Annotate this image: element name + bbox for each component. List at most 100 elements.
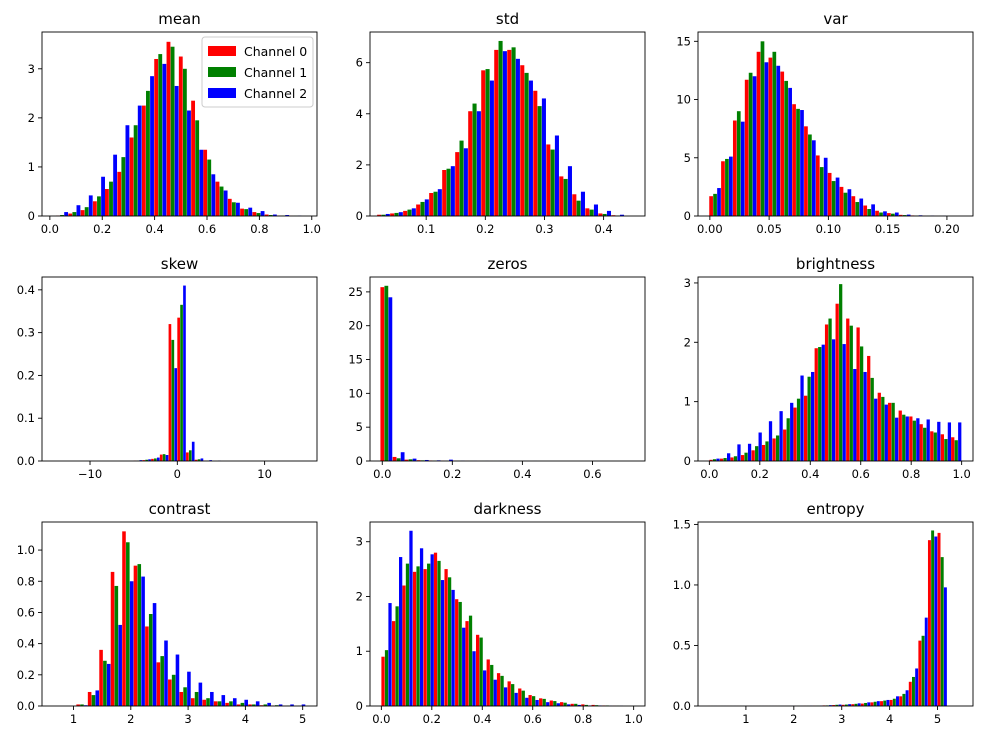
bar-entropy-ch1-bin24 (940, 557, 944, 706)
bar-std-ch0-bin4 (429, 193, 434, 216)
bar-darkness-ch2-bin18 (577, 704, 581, 706)
bar-brightness-ch0-bin9 (804, 395, 808, 461)
bar-brightness-ch2-bin22 (947, 422, 952, 461)
x-tick-label: 3 (184, 712, 191, 726)
y-tick-label: 0.3 (17, 326, 35, 340)
bar-brightness-ch2-bin3 (747, 443, 752, 461)
bar-brightness-ch0-bin17 (888, 402, 892, 461)
y-tick-label: 1.5 (673, 517, 691, 531)
bar-darkness-ch2-bin11 (503, 687, 508, 706)
bar-skew-ch1-bin3 (162, 454, 166, 461)
bar-mean-ch1-bin3 (97, 196, 101, 216)
bar-zeros-ch0-bin2 (404, 459, 409, 461)
bar-entropy-ch0-bin16 (860, 703, 864, 706)
bar-contrast-ch0-bin4 (110, 571, 115, 706)
x-tick-label: 0.6 (524, 712, 542, 726)
bar-brightness-ch1-bin13 (849, 325, 853, 461)
bar-var-ch2-bin6 (788, 87, 792, 217)
bar-contrast-ch1-bin10 (183, 687, 187, 706)
bar-brightness-ch2-bin19 (916, 418, 920, 461)
bar-darkness-ch1-bin4 (427, 563, 431, 706)
bar-brightness-ch1-bin4 (755, 446, 759, 461)
bar-brightness-ch2-bin7 (790, 402, 794, 461)
bar-skew-ch2-bin1 (148, 459, 151, 461)
bar-darkness-ch0-bin18 (570, 703, 574, 706)
bar-mean-ch0-bin11 (191, 100, 196, 216)
y-tick-label: 4 (356, 107, 363, 121)
bar-entropy-ch2-bin15 (857, 703, 861, 706)
x-tick-label: 0.0 (41, 222, 59, 236)
bar-var-ch2-bin11 (847, 189, 852, 216)
bar-contrast-ch0-bin11 (190, 698, 195, 706)
bar-std-ch2-bin2 (411, 208, 416, 216)
y-tick-label: 0 (356, 209, 363, 223)
bar-contrast-ch2-bin7 (152, 603, 157, 706)
bar-brightness-ch0-bin12 (835, 303, 839, 461)
bar-brightness-ch1-bin16 (881, 396, 885, 461)
bar-darkness-ch1-bin10 (490, 664, 494, 706)
bar-darkness-ch1-bin11 (500, 675, 504, 706)
bar-brightness-ch0-bin22 (940, 434, 944, 461)
y-tick-label: 2 (28, 111, 35, 125)
bar-brightness-ch2-bin11 (831, 339, 836, 461)
bar-darkness-ch0-bin14 (528, 695, 532, 706)
x-tick-label: 0.3 (535, 222, 553, 236)
x-tick-label: 0.00 (697, 222, 723, 236)
bar-mean-ch1-bin16 (256, 213, 261, 216)
bar-brightness-ch0-bin0 (709, 459, 713, 461)
bar-darkness-ch0-bin10 (486, 659, 490, 706)
bar-var-ch2-bin5 (776, 65, 781, 217)
bar-mean-ch1-bin9 (170, 46, 175, 216)
bar-std-ch2-bin6 (463, 148, 468, 216)
y-tick-label: 0.4 (17, 637, 35, 651)
bar-contrast-ch2-bin13 (221, 695, 226, 706)
bar-var-ch2-bin15 (894, 212, 899, 216)
bar-var-ch2-bin1 (729, 156, 733, 216)
bar-contrast-ch0-bin3 (99, 649, 103, 706)
bar-contrast-ch0-bin9 (168, 679, 172, 706)
bar-std-ch1-bin9 (498, 40, 503, 216)
bar-std-ch0-bin11 (520, 65, 525, 216)
bar-entropy-ch0-bin13 (832, 705, 836, 706)
bar-darkness-ch1-bin7 (458, 601, 462, 706)
bar-brightness-ch0-bin19 (909, 416, 913, 461)
bar-brightness-ch0-bin5 (761, 444, 766, 461)
bar-brightness-ch2-bin8 (800, 375, 804, 461)
bar-std-ch2-bin4 (437, 189, 442, 216)
bar-darkness-ch1-bin3 (416, 566, 420, 706)
bar-var-ch1-bin1 (725, 158, 729, 216)
bar-entropy-ch1-bin18 (883, 700, 887, 706)
bar-contrast-ch0-bin7 (145, 626, 149, 706)
bar-var-ch1-bin4 (760, 41, 765, 216)
bar-contrast-ch0-bin16 (248, 704, 252, 706)
x-tick-label: 0.15 (875, 222, 901, 236)
bar-entropy-ch2-bin22 (924, 617, 928, 706)
bar-darkness-ch1-bin16 (553, 701, 557, 706)
bar-brightness-ch1-bin11 (828, 318, 832, 461)
bar-darkness-ch2-bin8 (472, 651, 476, 706)
bar-brightness-ch1-bin20 (923, 427, 927, 461)
y-tick-label: 0.2 (17, 668, 35, 682)
bar-std-ch0-bin10 (507, 49, 512, 216)
x-tick-label: 0.6 (583, 467, 601, 481)
x-tick-label: 0.8 (250, 222, 268, 236)
y-tick-label: 5 (356, 420, 363, 434)
bar-zeros-ch1-bin1 (396, 458, 401, 461)
bar-darkness-ch1-bin1 (395, 606, 399, 706)
bar-var-ch2-bin3 (752, 76, 757, 216)
bar-contrast-ch0-bin14 (225, 702, 229, 706)
bar-mean-ch2-bin12 (211, 174, 216, 216)
bar-brightness-ch0-bin7 (783, 429, 787, 461)
x-tick-label: 0.4 (594, 222, 612, 236)
bar-std-ch1-bin2 (407, 209, 412, 216)
x-tick-label: 0.4 (801, 467, 819, 481)
bar-entropy-ch1-bin15 (854, 703, 858, 706)
bar-zeros-ch2-bin1 (400, 452, 405, 461)
bar-std-ch0-bin12 (533, 90, 538, 216)
x-tick-label: 0.6 (852, 467, 870, 481)
x-tick-label: 0.10 (816, 222, 842, 236)
bar-var-ch0-bin4 (756, 51, 761, 216)
bar-skew-ch2-bin4 (174, 368, 178, 461)
bar-skew-ch0-bin6 (186, 452, 189, 461)
y-tick-label: 6 (356, 56, 363, 70)
